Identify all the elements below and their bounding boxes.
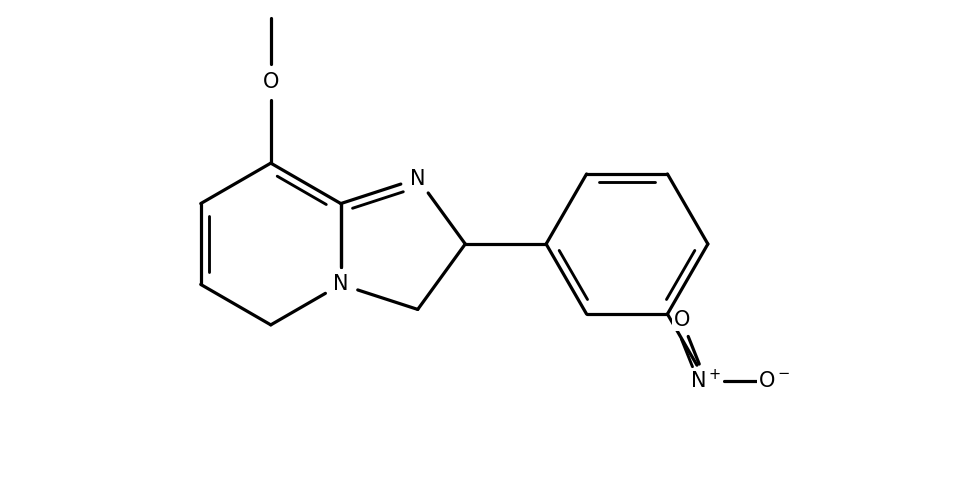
Text: O: O: [262, 72, 278, 92]
Text: N$^+$: N$^+$: [689, 369, 720, 392]
Text: O: O: [673, 310, 689, 330]
Text: N: N: [333, 274, 348, 294]
Text: N: N: [410, 168, 425, 188]
Text: O$^-$: O$^-$: [758, 370, 790, 390]
